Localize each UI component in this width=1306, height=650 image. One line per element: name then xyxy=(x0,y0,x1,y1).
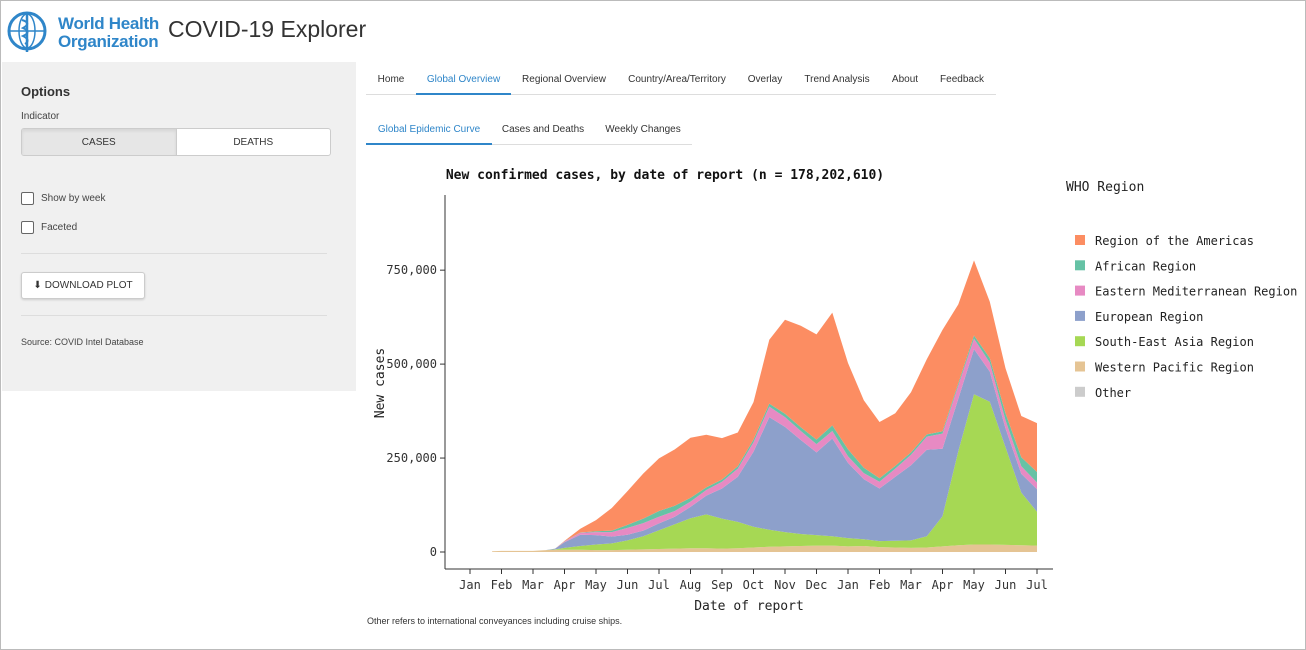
checkbox-box[interactable] xyxy=(21,221,34,234)
logo-line1: World Health xyxy=(58,14,159,33)
source-text: Source: COVID Intel Database xyxy=(21,337,144,347)
x-tick-label: Feb xyxy=(491,578,513,592)
who-logo-icon[interactable] xyxy=(5,8,49,54)
legend-swatch[interactable] xyxy=(1075,361,1085,372)
tab-feedback[interactable]: Feedback xyxy=(940,74,984,85)
header: World Health Organization COVID-19 Explo… xyxy=(0,0,1304,62)
footnote: Other refers to international conveyance… xyxy=(367,616,623,626)
y-axis-label: New cases xyxy=(373,348,388,418)
legend-swatch[interactable] xyxy=(1075,285,1085,296)
epidemic-curve-chart: New confirmed cases, by date of report (… xyxy=(373,168,1297,614)
x-tick-label: Feb xyxy=(869,578,891,592)
plot-areas xyxy=(492,260,1038,553)
area-series-eastern-mediterranean-region[interactable] xyxy=(492,338,1038,552)
legend: Region of the Americas African Region East… xyxy=(1075,234,1297,400)
legend-swatch[interactable] xyxy=(1075,235,1085,245)
x-tick-label: May xyxy=(585,578,607,592)
x-tick-label: Aug xyxy=(680,578,702,592)
tab-cases-and-deaths[interactable]: Cases and Deaths xyxy=(501,123,585,135)
x-tick-label: May xyxy=(963,578,985,592)
faceted-checkbox[interactable]: Faceted xyxy=(21,221,77,234)
legend-title: WHO Region xyxy=(1066,180,1144,195)
legend-label[interactable]: European Region xyxy=(1095,310,1203,324)
y-ticks: 0 250,000 500,000 750,000 xyxy=(386,263,445,559)
x-tick-label: Oct xyxy=(743,578,765,592)
area-series-european-region[interactable] xyxy=(492,349,1038,552)
tab-weekly-changes[interactable]: Weekly Changes xyxy=(605,123,681,135)
faceted-label: Faceted xyxy=(41,222,78,233)
x-tick-label: Jun xyxy=(995,578,1017,592)
legend-swatch[interactable] xyxy=(1075,386,1085,397)
tab-home[interactable]: Home xyxy=(377,74,405,85)
checkbox-box[interactable] xyxy=(21,192,34,205)
indicator-toggle: CASES DEATHS xyxy=(21,128,331,156)
x-tick-label: Jun xyxy=(617,578,639,592)
indicator-label: Indicator xyxy=(21,111,60,122)
x-tick-label: Jul xyxy=(648,578,670,592)
download-icon: ⬇ xyxy=(33,280,42,291)
legend-label[interactable]: South-East Asia Region xyxy=(1095,335,1254,349)
divider xyxy=(21,253,327,254)
cases-toggle-button[interactable]: CASES xyxy=(22,129,177,155)
deaths-toggle-button[interactable]: DEATHS xyxy=(233,136,274,148)
legend-swatch[interactable] xyxy=(1075,260,1085,271)
main-nav-tabs: Home Global Overview Regional Overview C… xyxy=(366,66,996,95)
tab-trend-analysis[interactable]: Trend Analysis xyxy=(804,74,870,85)
x-tick-label: Mar xyxy=(900,578,922,592)
x-axis-label: Date of report xyxy=(694,599,804,614)
show-by-week-checkbox[interactable]: Show by week xyxy=(21,192,105,205)
legend-label[interactable]: Region of the Americas xyxy=(1095,234,1254,248)
legend-label[interactable]: African Region xyxy=(1095,259,1196,273)
x-tick-label: Jul xyxy=(1026,578,1048,592)
app-title: COVID-19 Explorer xyxy=(168,16,367,42)
legend-label[interactable]: Other xyxy=(1095,386,1131,400)
options-title: Options xyxy=(21,84,71,99)
tab-about[interactable]: About xyxy=(891,74,919,85)
sub-nav-tabs: Global Epidemic Curve Cases and Deaths W… xyxy=(366,115,692,145)
divider xyxy=(21,315,327,316)
area-series-south-east-asia-region[interactable] xyxy=(492,394,1038,552)
logo-line2: Organization xyxy=(58,32,159,51)
tab-global-overview[interactable]: Global Overview xyxy=(416,66,511,95)
tab-overlay[interactable]: Overlay xyxy=(747,74,783,85)
x-tick-label: Jan xyxy=(837,578,859,592)
who-logo-text[interactable]: World Health Organization xyxy=(58,15,159,51)
x-tick-label: Jan xyxy=(459,578,481,592)
x-tick-label: Apr xyxy=(554,578,576,592)
legend-label[interactable]: Western Pacific Region xyxy=(1095,361,1254,375)
x-tick-label: Sep xyxy=(711,578,733,592)
options-sidebar: Options Indicator CASES DEATHS Show by w… xyxy=(2,62,356,391)
legend-swatch[interactable] xyxy=(1075,310,1085,321)
area-series-western-pacific-region[interactable] xyxy=(492,544,1038,553)
y-tick-label: 500,000 xyxy=(386,357,437,371)
x-tick-label: Dec xyxy=(806,578,828,592)
show-by-week-label: Show by week xyxy=(41,193,106,204)
tab-regional-overview[interactable]: Regional Overview xyxy=(522,74,606,85)
x-tick-label: Nov xyxy=(774,578,796,592)
tab-country-area-territory[interactable]: Country/Area/Territory xyxy=(628,74,726,85)
legend-swatch[interactable] xyxy=(1075,336,1085,347)
download-plot-button[interactable]: ⬇ DOWNLOAD PLOT xyxy=(21,272,145,299)
y-tick-label: 250,000 xyxy=(386,451,437,465)
chart-title: New confirmed cases, by date of report (… xyxy=(446,168,884,183)
y-tick-label: 0 xyxy=(430,545,437,559)
x-tick-label: Apr xyxy=(932,578,954,592)
download-label: DOWNLOAD PLOT xyxy=(44,280,133,291)
x-tick-label: Mar xyxy=(522,578,544,592)
x-ticks: Jan Feb Mar Apr May Jun Jul Aug Sep Oct Nov Dec Jan F… xyxy=(459,569,1048,592)
legend-label[interactable]: Eastern Mediterranean Region xyxy=(1095,285,1297,299)
y-tick-label: 750,000 xyxy=(386,263,437,277)
tab-global-epidemic-curve[interactable]: Global Epidemic Curve xyxy=(366,115,492,145)
area-series-region-of-the-americas[interactable] xyxy=(492,260,1038,552)
